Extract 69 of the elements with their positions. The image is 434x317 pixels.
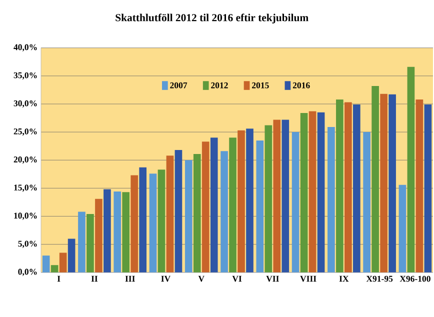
legend-label: 2016 — [292, 82, 310, 88]
chart-title: Skatthlutföll 2012 til 2016 eftir tekjubilum — [116, 13, 308, 24]
bar — [229, 138, 236, 272]
bar — [114, 191, 122, 272]
bar — [158, 170, 166, 272]
bar — [246, 128, 254, 272]
x-tick-label: II — [91, 276, 98, 282]
bar — [238, 130, 245, 272]
bar — [86, 214, 94, 272]
bar — [282, 120, 290, 272]
y-tick-label: 40,0% — [14, 44, 37, 52]
x-tick-label: V — [198, 276, 204, 282]
bar — [363, 132, 370, 272]
bar — [104, 189, 111, 272]
bar — [149, 173, 157, 272]
bar — [292, 132, 300, 272]
bar — [256, 140, 264, 272]
y-tick-label: 25,0% — [14, 128, 37, 136]
bar — [184, 160, 192, 272]
bar — [130, 175, 138, 272]
bar — [220, 150, 228, 272]
bar — [308, 111, 316, 272]
bar — [78, 212, 86, 272]
bar — [50, 264, 58, 272]
bar — [68, 238, 76, 272]
bar — [59, 252, 67, 272]
legend-label: 2012 — [211, 82, 228, 88]
bar — [328, 126, 335, 272]
x-tick-label: X96-100 — [400, 276, 430, 282]
y-tick-label: 20,0% — [14, 156, 37, 164]
y-tick-label: 10,0% — [14, 212, 37, 220]
bar — [42, 255, 50, 272]
y-tick-label: 5,0% — [18, 240, 37, 248]
bar — [95, 198, 102, 272]
bar — [353, 104, 360, 272]
bar — [300, 112, 308, 272]
bar — [398, 184, 406, 272]
bar — [264, 125, 272, 272]
x-tick-label: VIII — [300, 276, 316, 282]
x-tick-label: X91-95 — [366, 276, 393, 282]
bar — [372, 86, 379, 272]
bar — [336, 99, 344, 272]
bar — [388, 94, 396, 272]
y-tick-label: 15,0% — [14, 184, 37, 192]
x-tick-label: IX — [339, 276, 349, 282]
bar — [416, 99, 424, 272]
bar — [210, 138, 218, 272]
y-tick-label: 30,0% — [14, 100, 37, 108]
bar — [193, 154, 201, 272]
bar — [407, 66, 415, 272]
bar — [380, 94, 388, 272]
x-tick-label: VII — [266, 276, 279, 282]
x-tick-label: III — [125, 276, 135, 282]
bar — [424, 104, 432, 272]
legend-label: 2015 — [252, 82, 269, 88]
y-tick-label: 0,0% — [18, 268, 37, 276]
bar — [202, 141, 210, 272]
x-tick-label: VI — [232, 276, 242, 282]
bar — [122, 192, 130, 272]
legend-label: 2007 — [170, 82, 188, 88]
bar — [139, 167, 147, 272]
bar — [273, 120, 281, 272]
bar — [174, 150, 182, 272]
x-tick-label: IV — [161, 276, 171, 282]
bar — [317, 112, 325, 272]
bar — [344, 102, 352, 272]
x-tick-label: I — [57, 276, 60, 282]
bar — [166, 155, 174, 272]
y-tick-label: 35,0% — [14, 72, 37, 80]
